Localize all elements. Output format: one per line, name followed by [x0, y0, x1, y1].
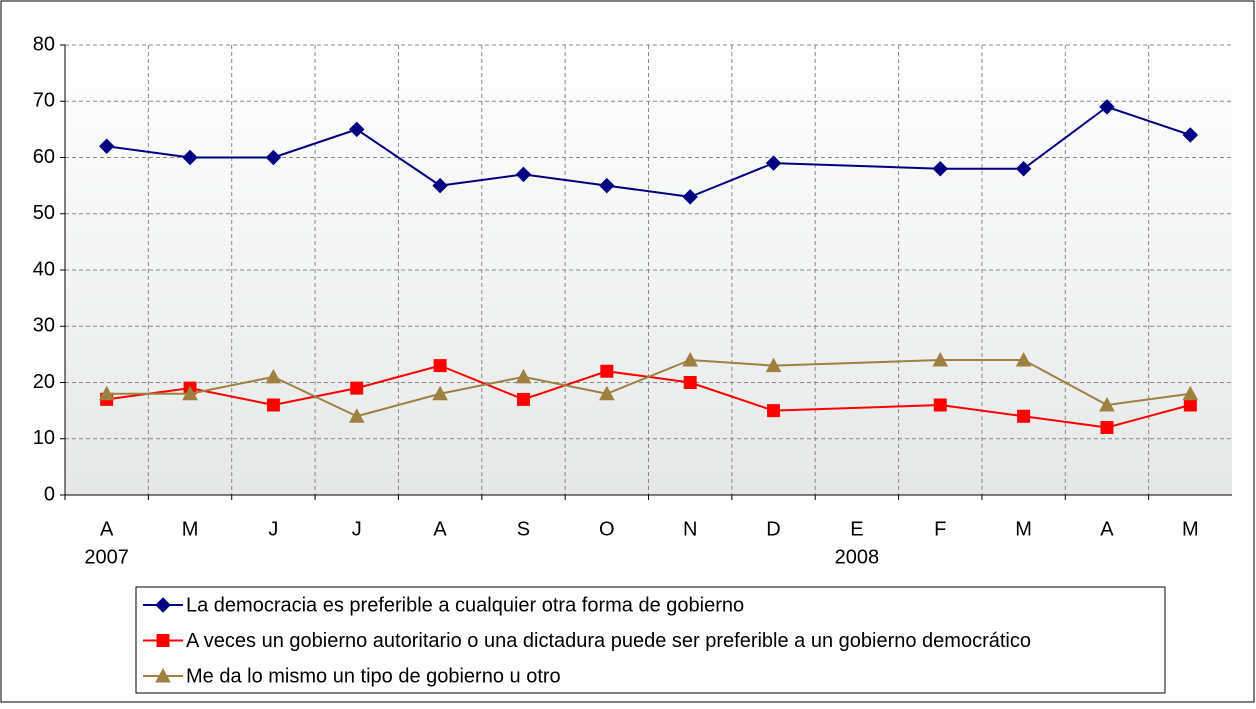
line-segment	[1106, 404, 1191, 429]
y-tick-label: 40	[33, 258, 55, 280]
marker	[433, 359, 447, 373]
legend-label: La democracia es preferible a cualquier …	[186, 594, 744, 616]
x-tick-label: J	[268, 518, 278, 540]
line-segment	[523, 375, 608, 395]
line-segment	[773, 359, 941, 367]
marker	[1099, 99, 1115, 115]
line-segment	[272, 375, 358, 418]
line-segment	[1023, 106, 1108, 170]
x-tick-label: O	[599, 518, 615, 540]
x-tick-label: S	[517, 518, 530, 540]
marker	[182, 385, 198, 401]
marker	[765, 357, 782, 373]
marker	[1182, 385, 1199, 401]
marker	[600, 364, 614, 378]
legend-box	[135, 586, 1166, 694]
marker	[432, 385, 448, 401]
legend-marker	[156, 634, 170, 647]
marker	[765, 155, 782, 171]
y-tick-label: 80	[33, 33, 55, 55]
marker	[98, 385, 115, 401]
line-segment	[439, 173, 524, 187]
marker	[598, 385, 615, 401]
line-segment	[356, 364, 441, 390]
marker	[1099, 396, 1115, 412]
x-tick-label: N	[683, 518, 697, 540]
y-tick-label: 70	[33, 90, 55, 112]
marker	[98, 138, 115, 154]
line-segment	[689, 381, 774, 412]
legend-marker	[155, 667, 171, 683]
line-segment	[439, 375, 524, 395]
y-tick-label: 0	[44, 483, 55, 505]
x-tick-label: J	[352, 518, 362, 540]
legend-marker	[155, 597, 171, 613]
line-segment	[356, 392, 441, 418]
legend-label: Me da lo mismo un tipo de gobierno u otr…	[186, 665, 561, 687]
x-tick-label: M	[1182, 518, 1199, 540]
line-segment	[523, 173, 607, 187]
x-tick-label: E	[850, 518, 863, 540]
marker	[265, 368, 282, 384]
x-tick-label: M	[1015, 518, 1032, 540]
line-segment	[273, 128, 358, 159]
marker	[266, 398, 280, 412]
marker	[1015, 161, 1032, 177]
marker	[349, 121, 365, 138]
x-tick-label: F	[934, 518, 946, 540]
marker	[932, 351, 949, 367]
line-segment	[106, 145, 191, 159]
marker	[1182, 127, 1199, 143]
marker	[432, 177, 448, 194]
marker	[1183, 398, 1197, 412]
marker	[182, 149, 198, 166]
marker	[350, 381, 364, 395]
line-segment	[356, 128, 441, 187]
marker	[767, 404, 781, 418]
line-segment	[1023, 359, 1108, 406]
x-tick-label: M	[182, 518, 199, 540]
marker	[1017, 409, 1031, 423]
marker	[1100, 421, 1114, 434]
line-segment	[690, 359, 774, 367]
line-segment	[1106, 392, 1191, 406]
marker	[515, 368, 532, 384]
y-tick-label: 20	[33, 371, 55, 393]
marker	[932, 161, 948, 177]
line-segment	[1023, 415, 1108, 429]
marker	[682, 189, 698, 205]
marker	[516, 392, 530, 406]
y-tick-label: 60	[33, 146, 55, 168]
marker	[515, 166, 532, 183]
marker	[683, 376, 697, 389]
marker	[933, 398, 947, 412]
legend-label: A veces un gobierno autoritario o una di…	[186, 630, 1031, 652]
line-segment	[606, 359, 691, 395]
y-tick-label: 50	[33, 202, 55, 224]
line-segment	[689, 162, 774, 198]
x-tick-label: D	[766, 518, 780, 540]
line-segment	[606, 184, 691, 198]
marker	[599, 177, 615, 194]
x-tick-label: A	[433, 518, 447, 540]
line-segment	[773, 404, 941, 412]
line-segment	[773, 162, 941, 170]
marker	[265, 149, 282, 166]
line-segment	[189, 375, 274, 395]
marker	[682, 351, 699, 367]
year-label: 2007	[84, 546, 129, 568]
line-segment	[439, 364, 524, 401]
marker	[1015, 351, 1032, 367]
year-label: 2008	[835, 546, 880, 568]
x-tick-label: A	[1100, 518, 1114, 540]
y-tick-label: 10	[33, 427, 55, 449]
line-segment	[1106, 105, 1191, 136]
y-tick-label: 30	[33, 315, 55, 337]
marker	[348, 408, 365, 423]
x-tick-label: A	[100, 518, 114, 540]
line-segment	[940, 404, 1024, 418]
